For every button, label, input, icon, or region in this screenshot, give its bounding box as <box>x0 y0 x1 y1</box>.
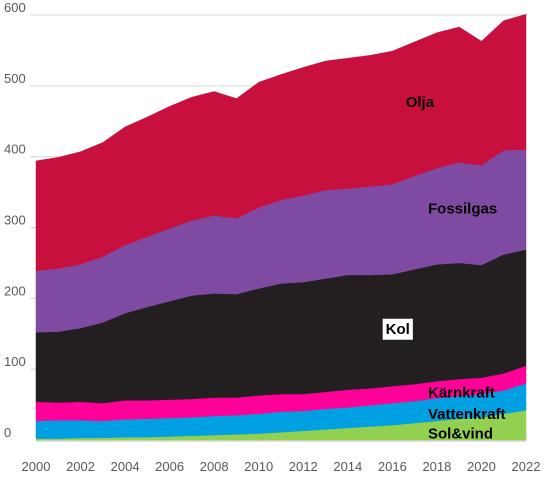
series-areas <box>35 13 527 441</box>
series-label-group: Olja <box>406 94 435 111</box>
y-tick-label: 200 <box>4 283 26 298</box>
x-tick-label: 2010 <box>244 459 273 474</box>
x-tick-label: 2008 <box>200 459 229 474</box>
series-label: Kärnkraft <box>428 385 495 402</box>
series-label-group: Kärnkraft <box>428 385 495 402</box>
y-tick-label: 100 <box>4 354 26 369</box>
x-tick-label: 2004 <box>111 459 140 474</box>
x-tick-label: 2020 <box>467 459 496 474</box>
x-tick-label: 2002 <box>66 459 95 474</box>
x-tick-label: 2016 <box>378 459 407 474</box>
y-tick-label: 600 <box>4 0 26 15</box>
y-tick-label: 300 <box>4 213 26 228</box>
series-label-background <box>382 318 413 340</box>
series-label: Vattenkraft <box>428 406 506 423</box>
x-tick-label: 2022 <box>512 459 541 474</box>
axes: 2000 2002 2004 2006 2008 2010 2012 2014 2016 2018… <box>22 440 541 474</box>
series-label: Sol&vind <box>428 426 493 443</box>
series-label: Fossilgas <box>428 200 497 217</box>
x-tick-label: 2006 <box>155 459 184 474</box>
x-tick-label: 2014 <box>333 459 362 474</box>
x-tick-label: 2012 <box>289 459 318 474</box>
y-tick-label: 0 <box>4 425 11 440</box>
y-tick-label: 500 <box>4 71 26 86</box>
series-label: Olja <box>406 94 435 111</box>
series-label-group: Sol&vind <box>428 426 493 443</box>
series-labels: Sol&vind Vattenkraft Kärnkraft Kol Fossilgas… <box>382 94 506 443</box>
area-olja <box>35 13 527 271</box>
series-label-group: Kol <box>382 318 413 340</box>
series-label-group: Fossilgas <box>428 200 497 217</box>
series-label: Kol <box>386 321 410 338</box>
x-tick-label: 2018 <box>422 459 451 474</box>
series-label-group: Vattenkraft <box>428 406 506 423</box>
y-tick-label: 400 <box>4 142 26 157</box>
x-tick-label: 2000 <box>22 459 51 474</box>
